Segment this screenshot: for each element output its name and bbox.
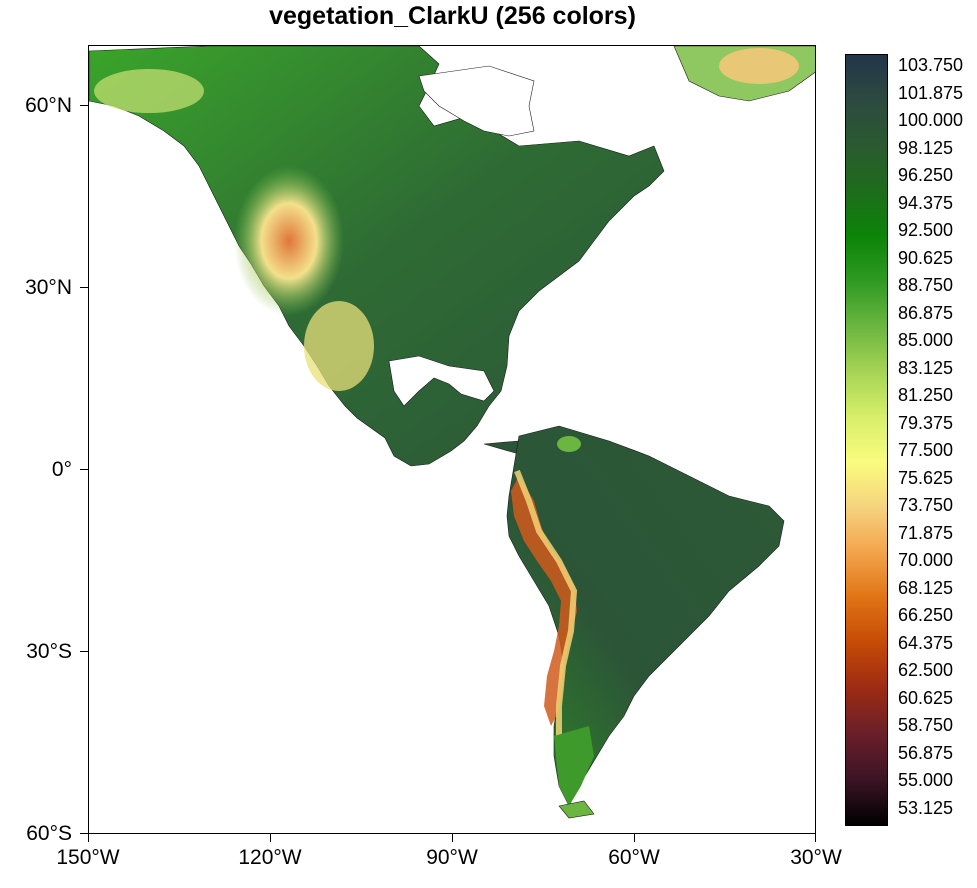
y-tick-60s: 60°S [26, 822, 72, 845]
guiana-highlands [557, 436, 581, 452]
y-tick-eq: 0° [51, 458, 72, 481]
colorbar-label: 83.125 [898, 357, 954, 378]
colorbar-label: 70.000 [898, 550, 954, 570]
colorbar-label: 64.375 [898, 632, 954, 653]
vegetation-map [89, 46, 815, 819]
land-south-america [506, 425, 785, 807]
y-tick-60n: 60°N [25, 94, 72, 117]
tierra-del-fuego [558, 800, 595, 819]
x-tick-120w: 120°W [238, 846, 302, 869]
map-panel [88, 45, 816, 834]
arctic-water [469, 46, 689, 76]
colorbar-label: 75.625 [898, 467, 954, 488]
hudson-bay [418, 65, 535, 137]
colorbar-label: 55.000 [898, 770, 954, 790]
colorbar-label: 71.875 [898, 522, 954, 543]
colorbar-label: 85.000 [898, 330, 954, 350]
patagonia [554, 726, 594, 806]
page-title: vegetation_ClarkU (256 colors) [269, 2, 636, 30]
y-tick-30n: 30°N [25, 276, 72, 299]
colorbar-label: 94.375 [898, 192, 954, 213]
gulf-of-mexico [388, 355, 495, 407]
x-tick-90w: 90°W [426, 846, 478, 869]
colorbar-label: 60.625 [898, 687, 954, 708]
andes-edge [514, 469, 578, 787]
colorbar-label: 62.500 [898, 660, 954, 680]
colorbar-label: 77.500 [898, 440, 954, 460]
colorbar-label: 100.000 [898, 110, 964, 130]
colorbar-label: 92.500 [898, 220, 954, 240]
mexico-highlands [304, 301, 374, 391]
rockies-arid [234, 166, 344, 316]
y-tick-30s: 30°S [26, 640, 72, 663]
x-tick-150w: 150°W [56, 846, 120, 869]
colorbar-label: 101.875 [898, 82, 964, 103]
colorbar-label: 86.875 [898, 302, 954, 323]
colorbar-label: 68.125 [898, 577, 954, 598]
colorbar-label: 53.125 [898, 797, 954, 818]
colorbar-label: 90.625 [898, 247, 954, 268]
colorbar-label: 66.250 [898, 605, 954, 625]
alaska-range [94, 69, 204, 113]
colorbar-label: 88.750 [898, 275, 954, 295]
colorbar-label: 79.375 [898, 412, 954, 433]
x-tick-30w: 30°W [790, 846, 842, 869]
colorbar-label: 73.750 [898, 495, 954, 515]
colorbar-label: 96.250 [898, 165, 954, 185]
x-tick-60w: 60°W [608, 846, 660, 869]
colorbar-label: 103.750 [898, 55, 964, 75]
colorbar-label: 98.125 [898, 137, 954, 158]
colorbar-label: 58.750 [898, 715, 954, 735]
colorbar [845, 54, 888, 826]
colorbar-label: 56.875 [898, 742, 954, 763]
colorbar-label: 81.250 [898, 385, 954, 405]
land-north-america [89, 46, 665, 467]
